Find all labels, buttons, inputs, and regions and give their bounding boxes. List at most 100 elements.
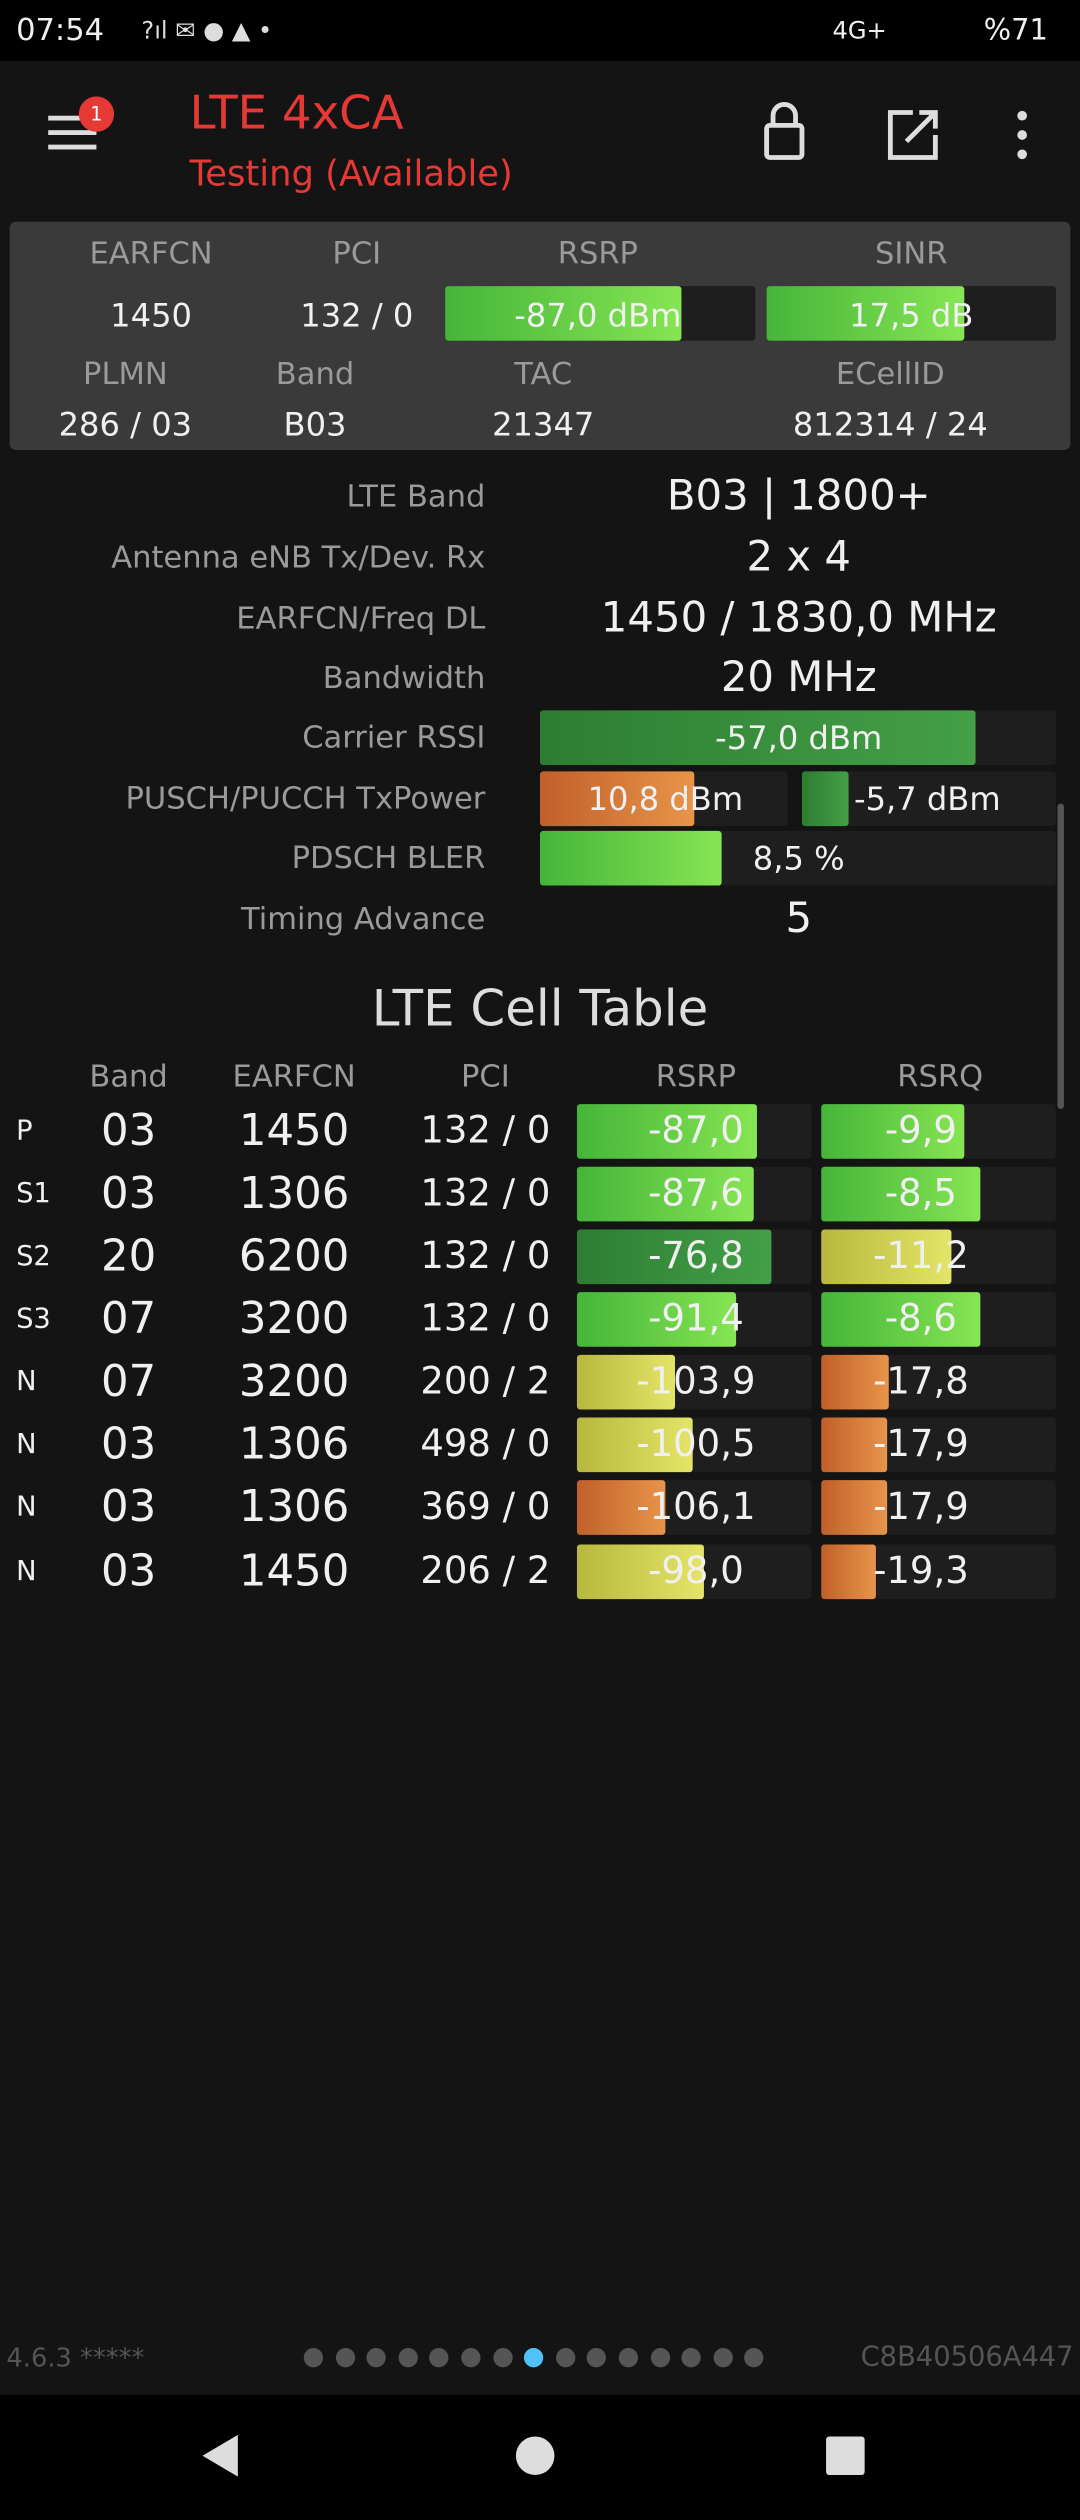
cell-type: N — [16, 1366, 37, 1399]
summary-value: B03 — [283, 405, 347, 444]
column-header: PCI — [460, 1059, 510, 1095]
clock: 07:54 — [16, 12, 105, 49]
cell-rsrp: -98,0 — [648, 1550, 744, 1593]
column-header: RSRP — [655, 1059, 737, 1095]
app-title: LTE 4xCA — [189, 85, 404, 140]
cell-pci: 200 / 2 — [420, 1361, 551, 1404]
detail-label: Timing Advance — [241, 901, 486, 937]
cell-pci: 206 / 2 — [420, 1550, 551, 1593]
level-bar — [821, 1292, 981, 1347]
cell-pci: 132 / 0 — [420, 1173, 551, 1216]
level-bar — [576, 1104, 757, 1159]
level-bar — [540, 771, 695, 827]
level-bar — [821, 1166, 981, 1222]
level-bar — [540, 710, 976, 766]
level-bar — [821, 1544, 876, 1600]
cell-pci: 132 / 0 — [420, 1235, 551, 1278]
cell-earfcn: 1450 — [238, 1546, 350, 1597]
summary-value: 286 / 03 — [58, 405, 193, 444]
page-dot[interactable] — [555, 2348, 576, 2368]
level-bar — [576, 1292, 737, 1347]
status-icons: ?ıl ✉ ● ▲ • — [141, 16, 273, 46]
scrollbar — [1057, 803, 1064, 1109]
page-dot[interactable] — [713, 2348, 733, 2368]
summary-label: Band — [275, 356, 355, 393]
menu-button[interactable] — [48, 115, 97, 121]
detail-label: Bandwidth — [322, 660, 486, 696]
app-subtitle: Testing (Available) — [189, 155, 513, 196]
page-dot[interactable] — [681, 2348, 702, 2368]
cell-rsrq: -8,5 — [884, 1173, 957, 1216]
cell-rsrp: -87,6 — [648, 1173, 744, 1216]
page-dot[interactable] — [492, 2348, 513, 2368]
cell-rsrp: -76,8 — [648, 1235, 744, 1278]
back-button[interactable] — [202, 2434, 238, 2477]
detail-value: 10,8 dBm — [587, 779, 744, 819]
page-dot[interactable] — [366, 2348, 387, 2368]
cell-rsrq: -17,8 — [873, 1361, 969, 1404]
detail-value: B03 | 1800+ — [666, 472, 931, 521]
page-dot[interactable] — [335, 2348, 355, 2368]
summary-value: 1450 — [110, 295, 192, 335]
cell-band: 20 — [100, 1231, 157, 1282]
summary-value: -87,0 dBm — [514, 295, 682, 335]
detail-value: 8,5 % — [752, 838, 845, 878]
column-header: Band — [89, 1059, 168, 1095]
share-icon[interactable] — [887, 110, 938, 160]
cell-rsrp: -87,0 — [648, 1110, 744, 1153]
cell-earfcn: 1306 — [238, 1419, 350, 1470]
cell-rsrp: -100,5 — [636, 1423, 756, 1466]
cell-rsrp: -103,9 — [636, 1361, 756, 1404]
cell-band: 03 — [100, 1419, 157, 1470]
detail-value: -57,0 dBm — [715, 718, 883, 757]
page-dot[interactable] — [398, 2348, 418, 2368]
page-dot[interactable] — [429, 2348, 450, 2368]
cell-type: N — [16, 1555, 37, 1588]
page-dot[interactable] — [618, 2348, 639, 2368]
detail-value: -5,7 dBm — [853, 779, 1001, 819]
cell-rsrq: -8,6 — [884, 1298, 957, 1341]
level-bar — [801, 771, 849, 827]
battery: %71 — [983, 13, 1048, 48]
cell-band: 03 — [100, 1482, 157, 1533]
cell-band: 03 — [100, 1169, 157, 1220]
level-bar — [821, 1354, 889, 1410]
page-dot[interactable] — [461, 2348, 481, 2368]
level-bar — [576, 1166, 754, 1222]
summary-value: 17,5 dB — [849, 295, 974, 335]
summary-label: RSRP — [557, 236, 638, 272]
level-bar — [540, 830, 722, 886]
page-dot[interactable] — [524, 2348, 544, 2368]
detail-label: LTE Band — [346, 478, 486, 515]
page-dot[interactable] — [650, 2348, 670, 2368]
level-bar — [576, 1354, 676, 1410]
nav-buttons — [202, 2434, 865, 2477]
page-dot[interactable] — [744, 2348, 765, 2368]
device-id: C8B40506A447 — [860, 2341, 1074, 2374]
page-dot[interactable] — [303, 2348, 324, 2368]
cell-type: S3 — [16, 1303, 51, 1336]
home-button[interactable] — [515, 2436, 555, 2476]
detail-value: 5 — [785, 895, 813, 944]
detail-label: Antenna eNB Tx/Dev. Rx — [111, 540, 486, 576]
cell-band: 07 — [100, 1357, 157, 1408]
more-icon[interactable] — [1017, 110, 1027, 160]
level-bar — [821, 1480, 888, 1535]
detail-label: PDSCH BLER — [291, 840, 486, 876]
cell-pci: 498 / 0 — [420, 1423, 551, 1466]
cell-pci: 132 / 0 — [420, 1110, 551, 1153]
table-title: LTE Cell Table — [371, 980, 709, 1039]
detail-value: 20 MHz — [720, 654, 877, 703]
column-header: EARFCN — [232, 1059, 356, 1095]
page-dot[interactable] — [587, 2348, 607, 2368]
cell-band: 07 — [100, 1294, 157, 1345]
recents-button[interactable] — [826, 2436, 865, 2476]
badge: 1 — [78, 96, 115, 132]
summary-value: 21347 — [492, 405, 595, 444]
cell-rsrq: -17,9 — [873, 1486, 969, 1529]
cell-rsrq: -17,9 — [873, 1423, 969, 1466]
lock-icon[interactable] — [764, 102, 805, 160]
summary-value: 812314 / 24 — [792, 405, 988, 444]
